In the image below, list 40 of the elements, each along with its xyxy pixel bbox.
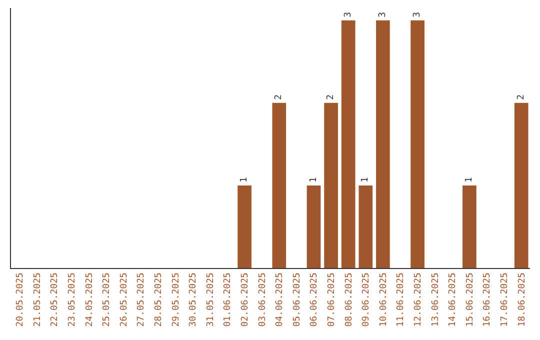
x-tick-label: 13.06.2025 <box>430 272 441 327</box>
data-label: 1 <box>464 177 474 182</box>
x-tick-label: 12.06.2025 <box>413 272 424 327</box>
x-tick-label: 24.05.2025 <box>84 272 95 327</box>
x-tick-label: 15.06.2025 <box>465 272 476 327</box>
x-tick-label: 25.05.2025 <box>102 272 112 327</box>
data-label: 3 <box>412 12 423 18</box>
x-tick-label: 21.05.2025 <box>32 272 43 327</box>
data-label: 1 <box>308 177 319 182</box>
x-tick-label: 10.06.2025 <box>378 272 389 327</box>
x-tick-label: 26.05.2025 <box>119 272 130 327</box>
x-tick-label: 28.05.2025 <box>154 272 164 327</box>
x-tick-label: 14.06.2025 <box>448 272 458 327</box>
x-tick-label: 17.06.2025 <box>500 272 510 327</box>
data-label: 2 <box>326 94 336 100</box>
x-tick-label: 11.06.2025 <box>396 272 406 327</box>
x-tick-label: 04.06.2025 <box>275 272 286 327</box>
x-tick-label: 07.06.2025 <box>326 272 337 327</box>
x-tick-label: 06.06.2025 <box>310 272 320 327</box>
x-tick-label: 03.06.2025 <box>258 272 268 327</box>
data-label: 1 <box>240 177 250 182</box>
x-tick-label: 05.06.2025 <box>292 272 302 327</box>
x-tick-label: 31.05.2025 <box>206 272 216 327</box>
data-label: 3 <box>378 12 388 18</box>
x-tick-label: 30.05.2025 <box>188 272 199 327</box>
x-tick-label: 09.06.2025 <box>362 272 372 327</box>
x-tick-label: 29.05.2025 <box>171 272 182 327</box>
data-label: 2 <box>274 94 284 100</box>
x-tick-label: 02.06.2025 <box>240 272 250 327</box>
x-tick-label: 23.05.2025 <box>67 272 78 327</box>
data-label: 2 <box>516 94 526 100</box>
x-tick-label: 01.06.2025 <box>223 272 234 327</box>
x-tick-label: 20.05.2025 <box>16 272 26 327</box>
x-tick-label: 22.05.2025 <box>50 272 60 327</box>
x-tick-label: 18.06.2025 <box>517 272 528 327</box>
x-tick-label: 08.06.2025 <box>344 272 354 327</box>
x-tick-label: 16.06.2025 <box>482 272 493 327</box>
data-label: 3 <box>343 12 354 18</box>
x-tick-label: 27.05.2025 <box>136 272 147 327</box>
data-label: 1 <box>360 177 371 182</box>
